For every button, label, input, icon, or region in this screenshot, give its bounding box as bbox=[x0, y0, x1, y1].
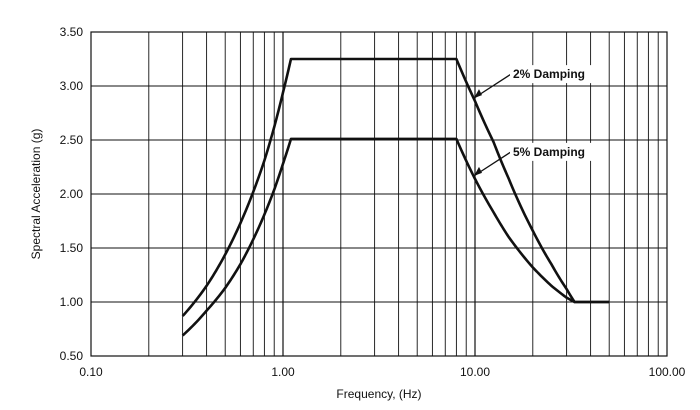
x-tick-label: 10.00 bbox=[460, 365, 490, 379]
annotation-label-background bbox=[510, 142, 602, 161]
annotation-label: 2% Damping bbox=[513, 67, 585, 81]
x-tick-label: 0.10 bbox=[79, 365, 103, 379]
y-tick-label: 3.00 bbox=[60, 79, 84, 93]
annotation-arrowhead bbox=[474, 166, 482, 176]
y-tick-label: 3.50 bbox=[60, 25, 84, 39]
y-axis-label: Spectral Acceleration (g) bbox=[29, 129, 43, 260]
series-curves bbox=[181, 57, 610, 337]
x-tick-label: 100.00 bbox=[649, 365, 686, 379]
series-line-damping-2 bbox=[181, 57, 610, 317]
y-tick-label: 1.00 bbox=[60, 295, 84, 309]
plot-frame bbox=[90, 31, 668, 357]
series-line-damping-5 bbox=[181, 137, 610, 337]
annotation-label-background bbox=[510, 65, 602, 84]
y-tick-label: 1.50 bbox=[60, 241, 84, 255]
x-tick-label: 1.00 bbox=[271, 365, 295, 379]
annotation-arrowhead bbox=[474, 89, 482, 99]
x-axis-label: Frequency, (Hz) bbox=[336, 387, 421, 401]
y-tick-label: 2.00 bbox=[60, 187, 84, 201]
tick-labels: 0.50 1.00 1.50 2.00 2.50 3.00 3.50 0.10 1.00 10.0… bbox=[60, 25, 686, 379]
annotation-label: 5% Damping bbox=[513, 145, 585, 159]
y-tick-label: 0.50 bbox=[60, 349, 84, 363]
grid-lines bbox=[91, 32, 667, 356]
y-tick-label: 2.50 bbox=[60, 133, 84, 147]
annotations: 2% Damping 5% Damping bbox=[473, 65, 602, 177]
